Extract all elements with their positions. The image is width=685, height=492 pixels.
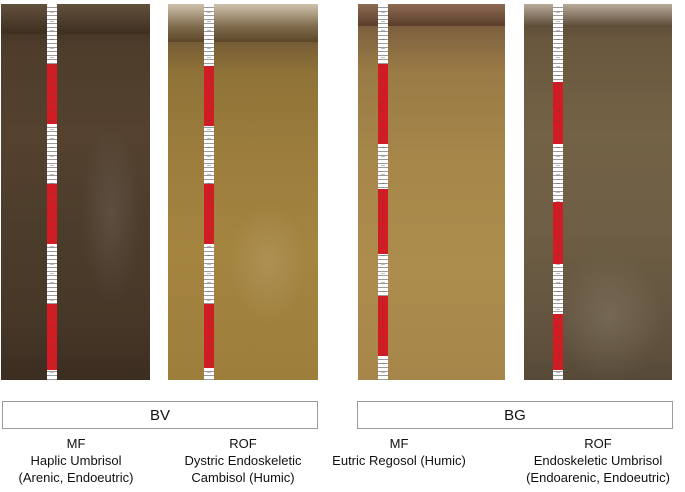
rod-red-segment: [553, 82, 563, 144]
profile-label-line: MF: [66, 436, 86, 451]
measuring-rod-2: [204, 4, 214, 380]
profile-label-4: ROF Endoskeletic Umbrisol (Endoarenic, E…: [512, 435, 684, 486]
group-name: BG: [504, 406, 526, 424]
profile-label-1: MF Haplic Umbrisol (Arenic, Endoeutric): [0, 435, 152, 486]
profile-label-line: MF: [389, 436, 409, 451]
rod-red-segment: [553, 314, 563, 370]
rod-red-segment: [204, 304, 214, 368]
group-label-bv: BV: [2, 401, 318, 429]
rod-red-segment: [553, 202, 563, 264]
profile-label-line: (Arenic, Endoeutric): [18, 470, 134, 485]
soil-profile-photo-2: [168, 4, 318, 380]
measuring-rod-1: [47, 4, 57, 380]
rod-red-segment: [378, 296, 388, 356]
rod-red-segment: [378, 189, 388, 254]
rod-red-segment: [204, 184, 214, 244]
measuring-rod-4: [553, 4, 563, 380]
measuring-rod-3: [378, 4, 388, 380]
profile-label-line: Cambisol (Humic): [191, 470, 295, 485]
profile-label-3: MF Eutric Regosol (Humic): [318, 435, 480, 469]
profile-label-line: Endoskeletic Umbrisol: [533, 453, 663, 468]
profile-label-line: (Endoarenic, Endoeutric): [526, 470, 670, 485]
group-label-bg: BG: [357, 401, 673, 429]
rod-red-segment: [378, 64, 388, 144]
soil-profile-photo-4: [524, 4, 672, 380]
rod-red-segment: [204, 66, 214, 126]
profile-label-line: Eutric Regosol (Humic): [332, 453, 466, 468]
rod-red-segment: [47, 64, 57, 124]
group-name: BV: [149, 406, 170, 424]
soil-profile-photo-3: [358, 4, 505, 380]
profile-label-line: ROF: [584, 436, 612, 451]
rod-red-segment: [47, 304, 57, 370]
profile-label-line: ROF: [229, 436, 257, 451]
profile-label-line: Haplic Umbrisol: [30, 453, 122, 468]
profile-label-2: ROF Dystric Endoskeletic Cambisol (Humic…: [168, 435, 318, 486]
rod-red-segment: [47, 184, 57, 244]
soil-profile-photo-1: [1, 4, 150, 380]
profile-label-line: Dystric Endoskeletic: [184, 453, 302, 468]
